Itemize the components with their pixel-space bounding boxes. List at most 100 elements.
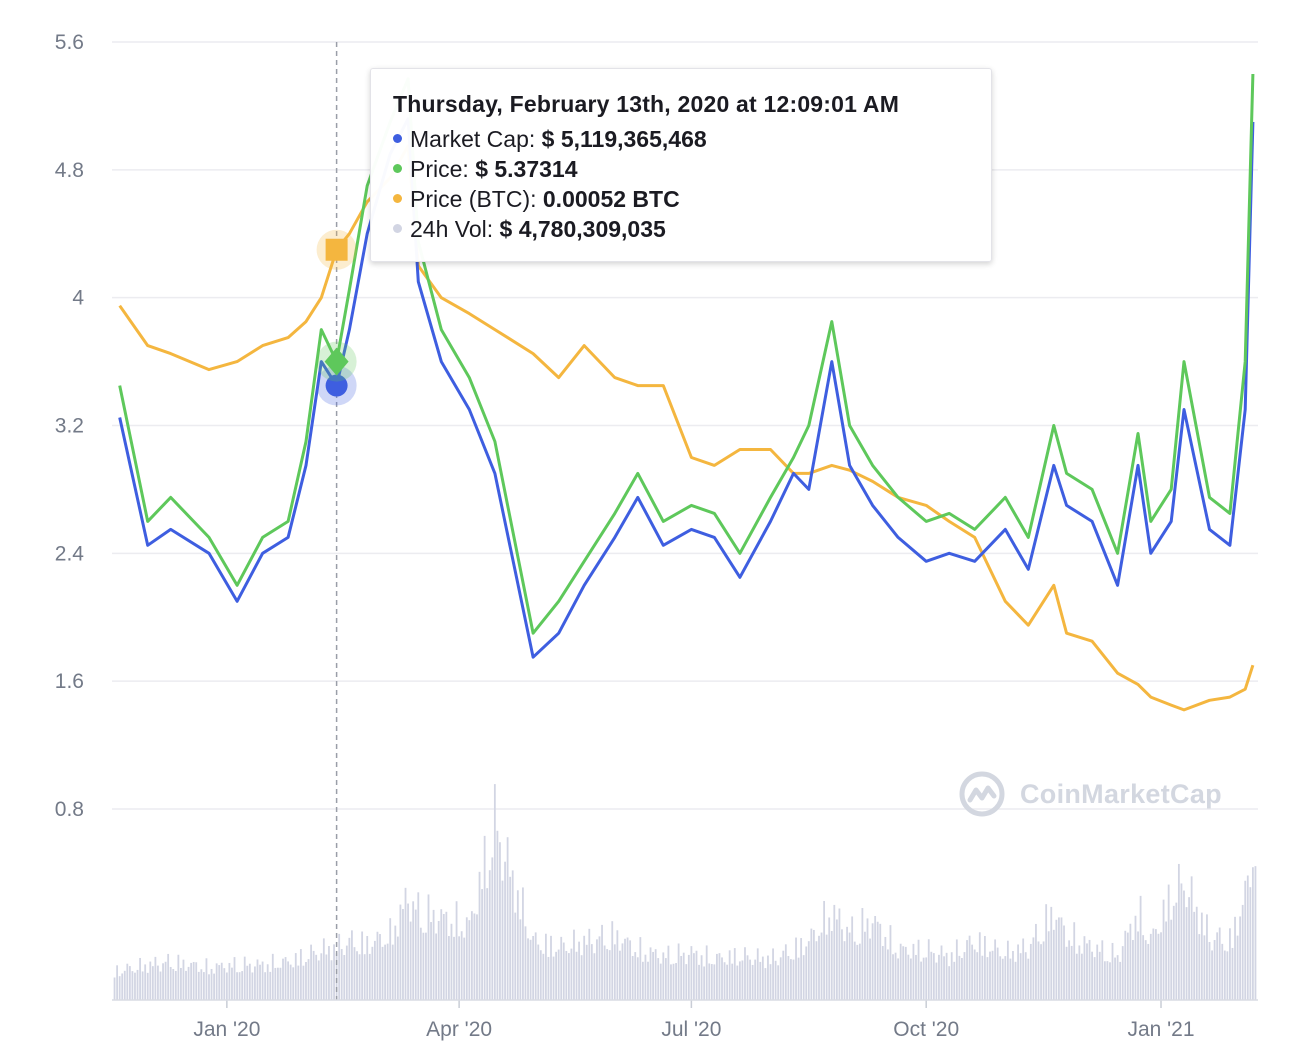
volume-bar [818,935,820,1000]
volume-bar [1239,916,1242,1000]
volume-bar [807,941,810,1000]
volume-bar [1147,943,1150,1000]
volume-bar [279,967,282,1000]
price-marker [324,347,349,376]
gridlines [112,41,1258,810]
volume-bar [853,941,856,1000]
volume-bar [1060,917,1063,1000]
volume-bar [1254,866,1257,1000]
volume-bar [585,944,588,1000]
volume-bar [598,936,601,1000]
volume-bar [575,951,578,1000]
volume-bar [1200,912,1203,1000]
volume-bar [516,890,519,1000]
volume-bar [287,961,290,1000]
volume-bar [448,936,450,1000]
volume-bar [606,949,609,1000]
x-tick-label: Apr '20 [426,1018,492,1041]
volume-bar [721,957,723,1000]
volume-bar [202,972,205,1000]
volume-bar [320,953,323,1000]
volume-bar [1208,942,1211,1000]
volume-bar [422,932,425,1000]
volume-bar [897,958,900,1000]
volume-bar [848,932,851,1000]
volume-bar [544,933,547,1000]
volume-bar [491,857,494,1000]
x-tick-label: Jul '20 [661,1018,721,1041]
volume-bar [299,949,302,1000]
volume-bar [113,977,116,1000]
volume-bar [889,925,892,1000]
volume-bar [1132,940,1134,1000]
volume-bar [496,830,499,1000]
volume-bar [693,953,695,1000]
volume-bar [624,938,626,1000]
volume-bar [593,953,596,1000]
volume-bar [468,920,471,1000]
volume-bar [225,972,228,1000]
volume-bar [812,929,815,1000]
volume-bar [425,932,427,1000]
tooltip-value: $ 5.37314 [475,156,578,182]
volume-bar [986,957,989,1000]
volume-bar [869,938,871,1000]
volume-bar [756,948,759,1000]
tooltip-value: 0.00052 BTC [542,186,680,212]
volume-bar [402,909,404,1000]
volume-bar [782,950,785,1000]
volume-bar [157,965,159,1000]
volume-bar [953,961,956,1000]
volume-bar [389,918,392,1000]
volume-bar [787,956,790,1000]
volume-bar [1188,897,1190,1000]
volume-bar [213,973,215,1000]
volume-bar [146,972,149,1000]
volume-bar [1050,906,1053,1000]
volume-bar [317,960,320,1000]
volume-bar [802,955,805,1000]
volume-bar [476,914,478,1000]
volume-bar [552,956,555,1000]
volume-bar [141,971,144,1000]
volume-bar [675,963,677,1000]
volume-bar [315,954,318,1000]
volume-bar [710,964,713,1000]
tooltip-row-price-btc: Price (BTC): 0.00052 BTC [393,184,991,214]
volume-bar [527,938,529,1000]
volume-bar [550,935,552,1000]
volume-bar [682,952,685,1000]
volume-bar [769,964,772,1000]
volume-bar [1160,932,1162,1000]
volume-bar [478,871,481,1000]
volume-bar [557,949,560,1000]
volume-bar [968,935,971,1000]
volume-bar [580,955,583,1000]
volume-bar [1093,957,1096,1000]
volume-bar [231,967,233,1000]
volume-bar [1075,953,1078,1000]
volume-bar [560,936,563,1000]
volume-bar [784,944,787,1000]
volume-bar [450,923,453,1000]
volume-bar [340,949,343,1000]
volume-bar [603,945,606,1000]
volume-bar [955,939,958,1000]
x-axis: Jan '20 Apr '20 Jul '20 Oct '20 Jan '21 [112,999,1258,1041]
volume-bar [435,933,438,1000]
volume-bar [677,943,680,1000]
tooltip-row-volume: 24h Vol: $ 4,780,309,035 [393,214,991,244]
volume-bar [241,971,244,1000]
volume-bar [705,945,708,1000]
volume-bar [613,944,616,1000]
volume-bar [562,942,565,1000]
volume-bar [920,961,922,1000]
volume-bar [269,971,272,1000]
volume-bar [1121,946,1124,1000]
volume-bar [828,917,831,1000]
volume-bar [453,936,455,1000]
volume-bar [128,966,131,1000]
volume-bar [264,972,267,1000]
volume-bar [1042,941,1045,1000]
